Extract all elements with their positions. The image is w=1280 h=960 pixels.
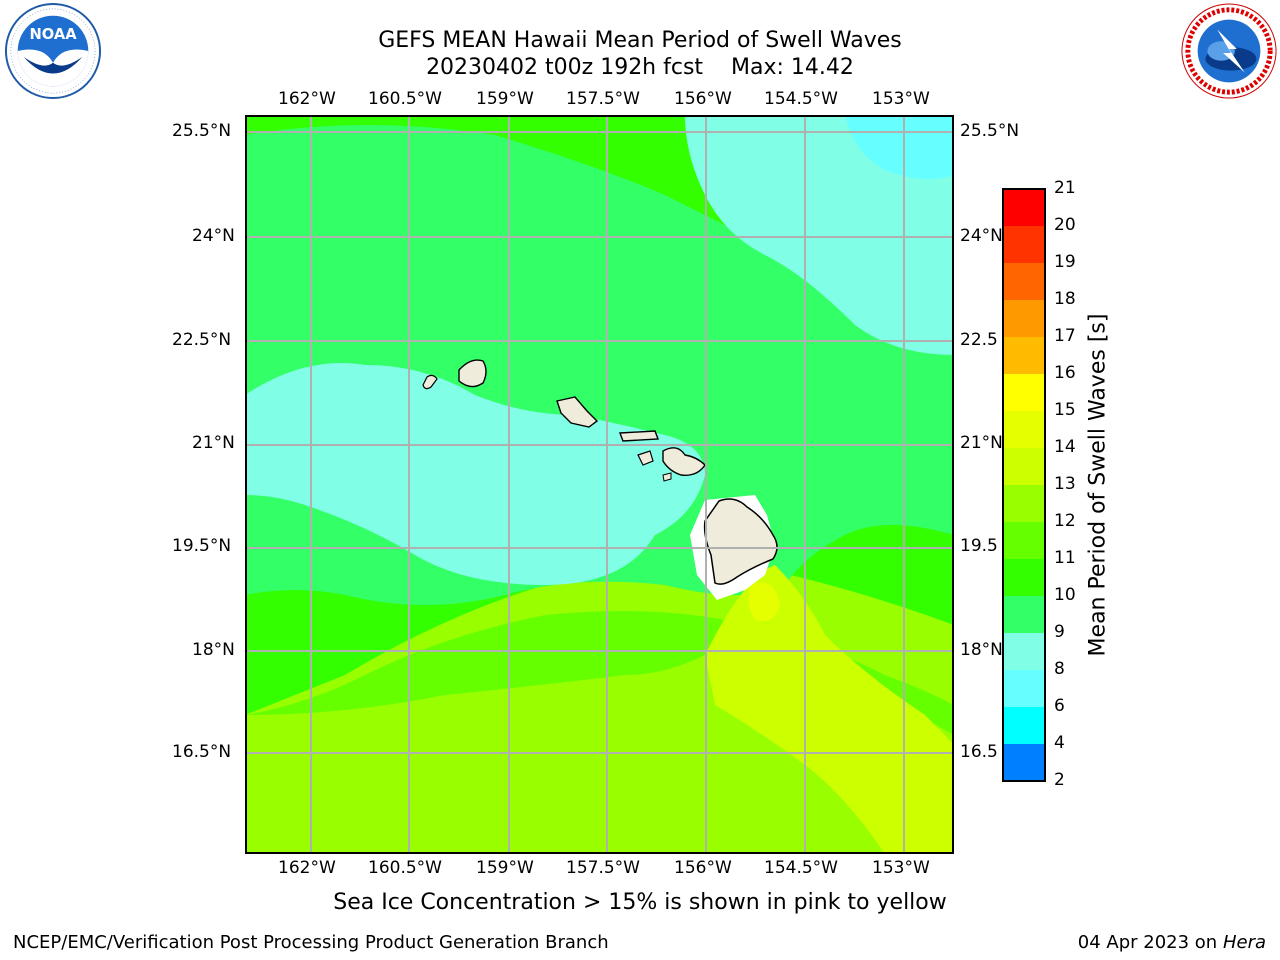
colorbar-swatch [1003,263,1045,301]
colorbar-swatch [1003,707,1045,745]
lon-tick: 154.5°W [764,89,838,109]
island-niihau [422,374,438,390]
lon-tick: 160.5°W [368,89,442,109]
forecast-date: 20230402 t00z 192h fcst [426,55,704,80]
lon-tick: 153°W [872,858,930,878]
colorbar-swatch [1003,633,1045,671]
lat-tick: 21°N [192,433,235,453]
island-hawaii [703,498,778,585]
colorbar-tick-label: 17 [1054,326,1076,346]
lon-tick: 156°W [674,858,732,878]
colorbar-tick-label: 18 [1054,289,1076,309]
lon-tick: 162°W [278,89,336,109]
colorbar-swatch [1003,522,1045,560]
colorbar-swatch [1003,226,1045,264]
colorbar-tick-label: 4 [1054,733,1065,753]
island-oahu [556,396,599,428]
lat-tick: 16.5 [960,742,998,762]
swell-period-field [245,115,954,854]
colorbar-tick-label: 9 [1054,622,1065,642]
island-maui [662,447,706,476]
colorbar-tick-label: 21 [1054,178,1076,198]
lon-tick: 153°W [872,89,930,109]
lat-tick: 21°N [960,433,1003,453]
map-subtitle: 20230402 t00z 192h fcst Max: 14.42 [0,54,1280,81]
colorbar-label: Mean Period of Swell Waves [s] [1085,313,1111,657]
noaa-logo: NOAA [4,2,102,100]
colorbar-tick-label: 12 [1054,511,1076,531]
colorbar-tick-label: 16 [1054,363,1076,383]
field-band-14 [705,565,954,854]
colorbar-tick-label: 11 [1054,548,1076,568]
lat-tick: 22.5°N [172,330,232,350]
lat-tick: 22.5 [960,330,998,350]
colorbar-swatch [1003,485,1045,523]
colorbar-tick-label: 14 [1054,437,1076,457]
lat-tick: 25.5°N [960,121,1020,141]
colorbar-tick-label: 6 [1054,696,1065,716]
graticule [245,115,954,854]
footer-date: 04 Apr 2023 on Hera [1078,932,1266,953]
colorbar-tick-label: 2 [1054,770,1065,790]
lon-tick: 159°W [476,89,534,109]
lon-tick: 162°W [278,858,336,878]
colorbar-tick-label: 13 [1054,474,1076,494]
lat-tick: 25.5°N [172,121,232,141]
lon-tick: 159°W [476,858,534,878]
nws-logo [1181,3,1277,99]
footer-credit: NCEP/EMC/Verification Post Processing Pr… [13,932,609,953]
lat-tick: 19.5°N [172,536,232,556]
footer-date-text: 04 Apr 2023 on [1077,932,1218,953]
map-frame [245,115,954,854]
lon-tick: 160.5°W [368,858,442,878]
colorbar-swatch [1003,596,1045,634]
colorbar-tick-label: 15 [1054,400,1076,420]
colorbar-tick-label: 19 [1054,252,1076,272]
island-kahoolawe [662,472,672,482]
noaa-logo-text: NOAA [29,26,77,43]
lon-tick: 157.5°W [566,89,640,109]
island-kauai [458,359,487,388]
colorbar-swatch [1003,559,1045,597]
lon-tick: 157.5°W [566,858,640,878]
colorbar-swatch [1003,300,1045,338]
field-band-15 [748,582,780,621]
colorbar-tick-label: 10 [1054,585,1076,605]
lat-tick: 16.5°N [172,742,232,762]
colorbar-swatch [1003,744,1045,782]
lat-tick: 19.5 [960,536,998,556]
lat-tick: 18°N [960,640,1003,660]
colorbar-tick-label: 8 [1054,659,1065,679]
colorbar-swatch [1003,337,1045,375]
footer-machine: Hera [1222,932,1266,953]
colorbar-swatch [1003,670,1045,708]
colorbar-swatch [1003,189,1045,227]
max-value: Max: 14.42 [731,55,854,80]
colorbar [1002,188,1046,782]
map-title: GEFS MEAN Hawaii Mean Period of Swell Wa… [378,28,902,53]
colorbar-swatch [1003,374,1045,412]
colorbar-swatch [1003,448,1045,486]
island-molokai [619,430,659,442]
lon-tick: 154.5°W [764,858,838,878]
colorbar-tick-label: 20 [1054,215,1076,235]
field-band-9b [685,115,954,355]
lon-tick: 156°W [674,89,732,109]
colorbar-swatch [1003,411,1045,449]
map-panel [245,115,954,854]
island-lanai [637,450,654,466]
sea-ice-caption: Sea Ice Concentration > 15% is shown in … [333,890,947,915]
lat-tick: 18°N [192,640,235,660]
lat-tick: 24°N [192,226,235,246]
lat-tick: 24°N [960,226,1003,246]
